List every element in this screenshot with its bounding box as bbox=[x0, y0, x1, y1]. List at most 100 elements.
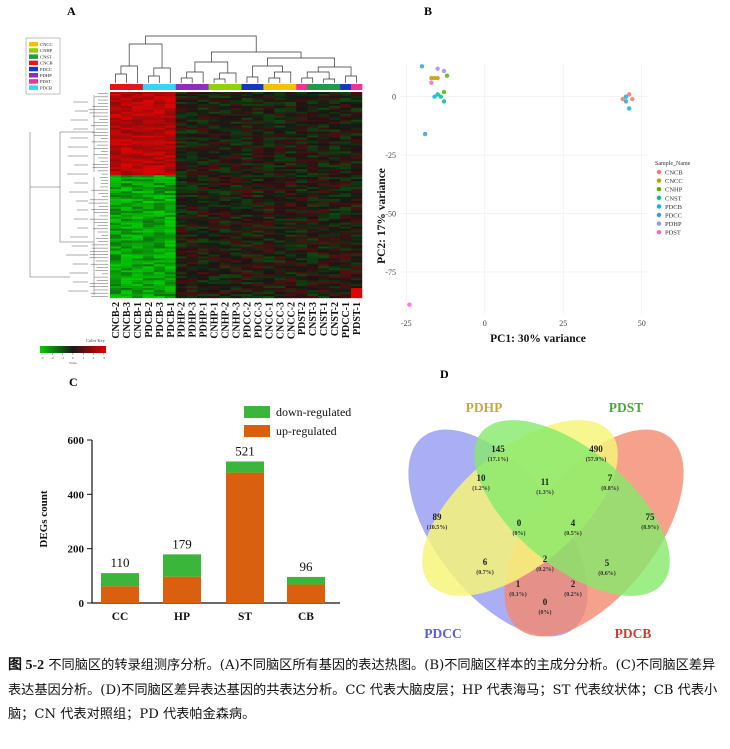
bar-category-label: ST bbox=[238, 611, 252, 623]
sample-label: CNST-1 bbox=[319, 302, 330, 336]
sample-bar-pdhp-2 bbox=[175, 84, 187, 90]
sample-label: PDHP-1 bbox=[199, 302, 210, 338]
sample-label: CNCB-1 bbox=[133, 302, 144, 339]
panel-label-b: B bbox=[424, 4, 433, 18]
pca-legend-label-cnst: CNST bbox=[665, 195, 682, 202]
venn-region-count: 5 bbox=[605, 558, 610, 568]
pca-legend-label-cncb: CNCB bbox=[665, 170, 683, 177]
sample-bar-cnst-2 bbox=[329, 84, 341, 90]
sample-bar-cncb-1 bbox=[131, 84, 144, 90]
pca-legend-marker-pdhp bbox=[656, 221, 662, 226]
sample-label: PDCC-3 bbox=[253, 302, 264, 338]
venn-region-pct: (0%) bbox=[513, 530, 526, 537]
pca-point-cnst bbox=[435, 92, 440, 97]
pca-point-pdcc bbox=[623, 99, 629, 104]
sample-label: PDST-1 bbox=[352, 302, 363, 335]
bar-hp-up-regulated bbox=[163, 576, 201, 603]
color-key-tick: -1 bbox=[61, 356, 64, 360]
bar-legend-label-up-regulated: up-regulated bbox=[276, 424, 337, 438]
pca-legend-marker-cncb bbox=[656, 169, 662, 175]
pca-legend-label-pdhp: PDHP bbox=[665, 221, 682, 228]
sample-label: PDCC-1 bbox=[341, 302, 352, 338]
pca-point-cncc bbox=[429, 75, 434, 81]
bar-total-label: 179 bbox=[172, 536, 192, 551]
legend-swatch-cnst bbox=[29, 54, 38, 59]
bar-legend-label-down-regulated: down-regulated bbox=[276, 405, 351, 419]
pca-legend-marker-pdst bbox=[656, 230, 662, 235]
pca-point-cnst bbox=[441, 99, 447, 104]
venn-region-pct: (10.5%) bbox=[427, 524, 448, 531]
pca-point-cncc bbox=[432, 75, 437, 81]
legend-label-pdst: PDST bbox=[40, 79, 51, 84]
venn-region-pct: (0.7%) bbox=[476, 569, 494, 576]
sample-bar-pdcb-2 bbox=[142, 84, 155, 90]
sample-bar-pdcc-3 bbox=[252, 84, 264, 90]
pca-x-tick: -25 bbox=[401, 319, 412, 328]
sample-bar-pdhp-3 bbox=[186, 84, 198, 90]
venn-region-pct: (0.5%) bbox=[564, 530, 582, 537]
venn-ellipse-pdst bbox=[474, 420, 670, 596]
bar-y-axis-label: DEGs count bbox=[38, 490, 50, 547]
color-key-tick: -2 bbox=[51, 356, 54, 360]
bar-hp-down-regulated bbox=[163, 554, 201, 577]
bar-cc-down-regulated bbox=[101, 573, 139, 587]
venn-region-count: 2 bbox=[571, 579, 576, 589]
pca-point-pdhp bbox=[441, 68, 447, 74]
legend-label-pdcb: PDCB bbox=[40, 85, 52, 90]
sample-label: PDCC-2 bbox=[242, 302, 253, 338]
pca-point-cnhp bbox=[444, 73, 450, 78]
venn-region-count: 10 bbox=[477, 473, 487, 483]
venn-region-count: 6 bbox=[483, 557, 488, 567]
pca-legend-label-cncc: CNCC bbox=[665, 178, 683, 185]
legend-swatch-cnhp bbox=[29, 48, 38, 53]
venn-region-pct: (8.9%) bbox=[641, 524, 659, 531]
sample-color-bar bbox=[110, 84, 363, 90]
venn-region-count: 2 bbox=[543, 554, 548, 564]
venn-region-count: 145 bbox=[491, 444, 505, 454]
panel-label-c: C bbox=[69, 375, 78, 389]
pca-points bbox=[407, 64, 635, 307]
sample-bar-cncb-2 bbox=[110, 84, 122, 90]
legend-swatch-pdst bbox=[29, 79, 38, 84]
pca-point-cnhp bbox=[441, 89, 447, 95]
pca-legend-label-pdcc: PDCC bbox=[665, 213, 682, 220]
sample-bar-pdst-2 bbox=[296, 84, 308, 90]
bar-y-tick: 200 bbox=[68, 544, 85, 556]
heatmap-matrix bbox=[110, 92, 363, 299]
bar-st-up-regulated bbox=[226, 472, 264, 603]
bar-chart-axes: 0 200 400 600 bbox=[68, 435, 340, 610]
pca-point-pdcc bbox=[419, 64, 425, 69]
bar-category-label: HP bbox=[174, 611, 190, 623]
pca-point-cncc bbox=[435, 75, 440, 81]
venn-region-count: 75 bbox=[646, 512, 656, 522]
bar-y-tick: 0 bbox=[79, 598, 85, 610]
pca-y-axis-label: PC2: 17% variance bbox=[376, 168, 388, 264]
venn-region-pct: (0.8%) bbox=[601, 485, 619, 492]
pca-point-pdcb bbox=[432, 94, 437, 99]
column-dendrogram bbox=[115, 35, 357, 83]
panel-label-a: A bbox=[67, 4, 76, 18]
pca-point-pdcc bbox=[422, 131, 428, 137]
color-key-title: Color Key bbox=[86, 338, 106, 343]
sample-bar-cncb-3 bbox=[120, 84, 133, 90]
venn-region-count: 490 bbox=[589, 444, 603, 454]
sample-bar-cnhp-3 bbox=[230, 84, 242, 90]
sample-bar-cnst-1 bbox=[318, 84, 330, 90]
venn-region-count: 0 bbox=[543, 597, 548, 607]
sample-label: PDHP-2 bbox=[177, 302, 188, 338]
pca-legend-marker-cnst bbox=[656, 195, 662, 200]
venn-region-count: 7 bbox=[608, 473, 613, 483]
pca-point-cncb bbox=[630, 96, 635, 102]
sample-label: PDHP-3 bbox=[188, 302, 199, 338]
bar-chart-panel: 0 200 400 600 110 CC 179 HP 521 ST 96 CB down-regu… bbox=[38, 405, 351, 623]
pca-legend-marker-cnhp bbox=[656, 187, 662, 192]
venn-region-pct: (0%) bbox=[539, 609, 552, 616]
figure-caption: 图 5-2 不同脑区的转录组测序分析。(A)不同脑区所有基因的表达热图。(B)不… bbox=[8, 654, 724, 728]
caption-text: 不同脑区的转录组测序分析。(A)不同脑区所有基因的表达热图。(B)不同脑区样本的… bbox=[8, 658, 718, 722]
pca-axes: -25 0 25 50 0 -25 -50 -75 bbox=[385, 93, 645, 328]
